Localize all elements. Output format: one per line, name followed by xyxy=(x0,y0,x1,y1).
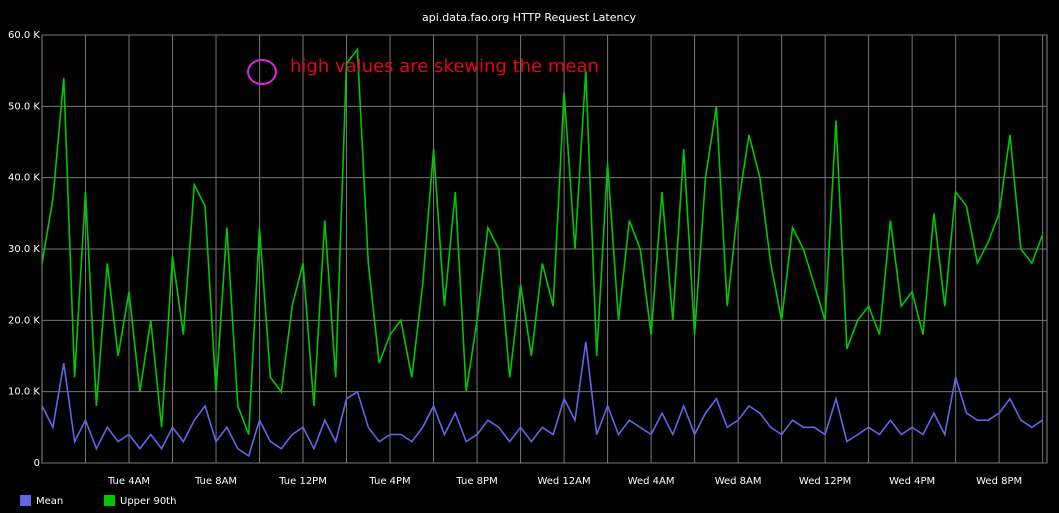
y-tick-label: 50.0 K xyxy=(8,101,40,112)
x-tick-label: Wed 4PM xyxy=(889,476,935,487)
x-tick-label: Wed 8AM xyxy=(715,476,762,487)
series-line xyxy=(41,341,1044,458)
legend-swatch xyxy=(20,495,31,506)
annotation-circle xyxy=(247,59,277,85)
x-tick-label: Tue 8PM xyxy=(455,476,497,487)
x-tick-label: Wed 4AM xyxy=(628,476,675,487)
x-tick-label: Tue 12PM xyxy=(278,476,327,487)
x-tick-label: Wed 12PM xyxy=(799,476,851,487)
chart-title: api.data.fao.org HTTP Request Latency xyxy=(422,11,637,24)
x-tick-label: Tue 8AM xyxy=(194,476,237,487)
y-tick-label: 40.0 K xyxy=(8,173,40,184)
series-line xyxy=(41,47,1044,435)
y-tick-label: 10.0 K xyxy=(8,387,40,398)
y-tick-label: 20.0 K xyxy=(8,315,40,326)
legend-swatch xyxy=(104,495,115,506)
y-tick-label: 30.0 K xyxy=(8,244,40,255)
x-tick-label: Wed 12AM xyxy=(537,476,590,487)
y-tick-label: 0 xyxy=(34,458,40,469)
legend-label: Upper 90th xyxy=(120,496,176,507)
legend-label: Mean xyxy=(36,496,63,507)
x-tick-label: Tue 4PM xyxy=(368,476,410,487)
y-tick-label: 60.0 K xyxy=(8,30,40,41)
annotation: high values are skewing the mean xyxy=(290,56,599,77)
x-tick-label: Tue 4AM xyxy=(107,476,150,487)
x-tick-label: Wed 8PM xyxy=(976,476,1022,487)
